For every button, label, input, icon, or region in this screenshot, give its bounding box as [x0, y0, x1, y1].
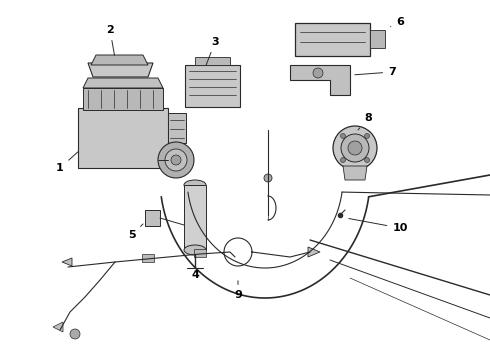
Circle shape — [365, 134, 369, 139]
Polygon shape — [295, 23, 370, 56]
Polygon shape — [88, 63, 153, 77]
Polygon shape — [185, 65, 240, 107]
Text: 7: 7 — [355, 67, 396, 77]
Text: 3: 3 — [206, 37, 219, 66]
Polygon shape — [83, 78, 163, 88]
Circle shape — [70, 329, 80, 339]
Polygon shape — [343, 166, 367, 180]
Circle shape — [365, 158, 369, 162]
Circle shape — [264, 174, 272, 182]
Circle shape — [158, 142, 194, 178]
Circle shape — [341, 134, 345, 139]
Polygon shape — [308, 247, 320, 257]
Text: 9: 9 — [234, 281, 242, 300]
Polygon shape — [145, 210, 160, 226]
Circle shape — [313, 68, 323, 78]
Polygon shape — [194, 249, 206, 257]
Polygon shape — [91, 55, 148, 65]
Polygon shape — [142, 254, 154, 262]
Circle shape — [333, 126, 377, 170]
Circle shape — [341, 158, 345, 162]
Circle shape — [341, 134, 369, 162]
Text: 6: 6 — [391, 17, 404, 27]
Text: 5: 5 — [128, 224, 143, 240]
Circle shape — [348, 141, 362, 155]
Polygon shape — [168, 113, 186, 143]
Polygon shape — [370, 30, 385, 48]
Bar — [184, 185, 206, 250]
Text: 10: 10 — [349, 219, 408, 233]
Polygon shape — [62, 258, 72, 266]
Text: 8: 8 — [358, 113, 372, 130]
Circle shape — [171, 155, 181, 165]
Ellipse shape — [184, 180, 206, 190]
Circle shape — [165, 149, 187, 171]
Polygon shape — [53, 322, 63, 332]
Polygon shape — [290, 65, 350, 95]
Ellipse shape — [184, 245, 206, 255]
Text: 1: 1 — [56, 152, 78, 173]
Polygon shape — [78, 108, 168, 168]
Polygon shape — [195, 57, 230, 65]
Polygon shape — [83, 88, 163, 110]
Text: 2: 2 — [106, 25, 115, 55]
Text: 4: 4 — [191, 270, 199, 280]
